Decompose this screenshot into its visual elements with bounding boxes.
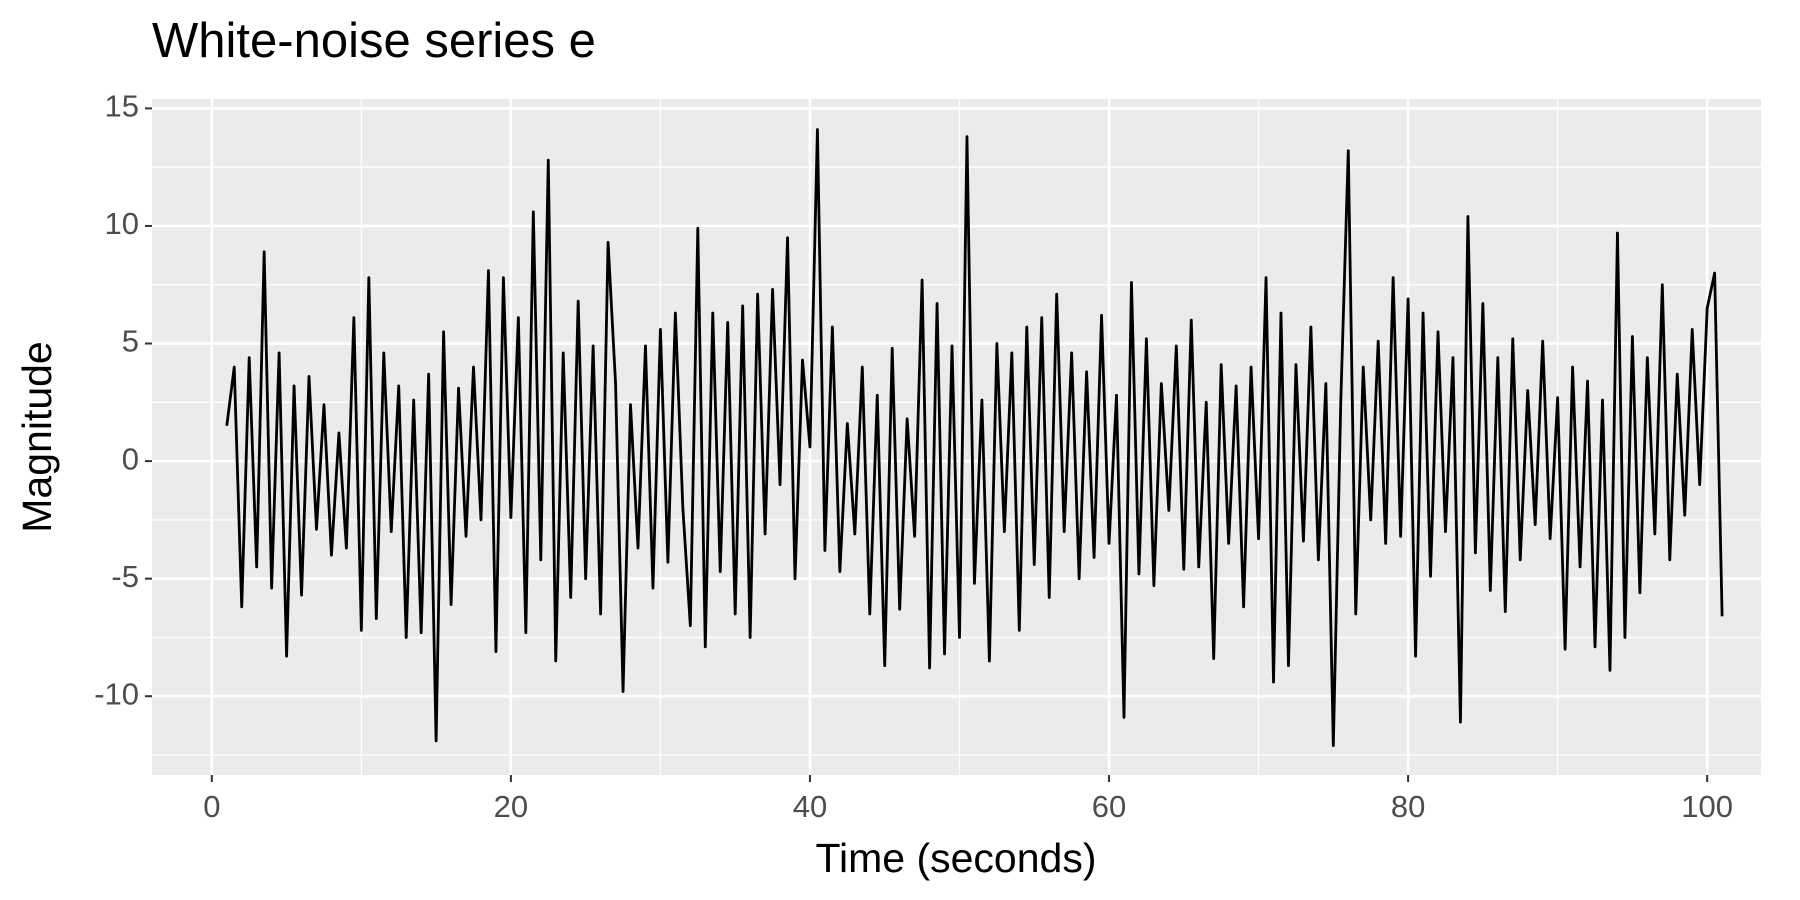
y-tick-label: 0: [122, 441, 139, 476]
x-tick-label: 40: [793, 789, 827, 824]
x-axis-title: Time (seconds): [816, 835, 1097, 881]
y-tick-label: 10: [105, 206, 139, 241]
x-tick-label: 80: [1391, 789, 1425, 824]
y-tick-label: -5: [111, 559, 139, 594]
y-tick-label: -10: [94, 676, 139, 711]
y-tick-label: 5: [122, 324, 139, 359]
chart-title: White-noise series e: [152, 14, 596, 68]
axes: 0 20 40 60 80 100 -10 -5 0 5 10 15: [94, 89, 1733, 825]
x-tick-label: 0: [203, 789, 220, 824]
y-tick-label: 15: [105, 89, 139, 124]
marks: [225, 128, 1724, 748]
x-tick-label: 20: [494, 789, 528, 824]
y-axis-title: Magnitude: [14, 341, 60, 532]
series-line: [225, 128, 1724, 748]
x-tick-label: 60: [1092, 789, 1126, 824]
plot-panel: [152, 99, 1761, 775]
x-tick-label: 100: [1681, 789, 1733, 824]
